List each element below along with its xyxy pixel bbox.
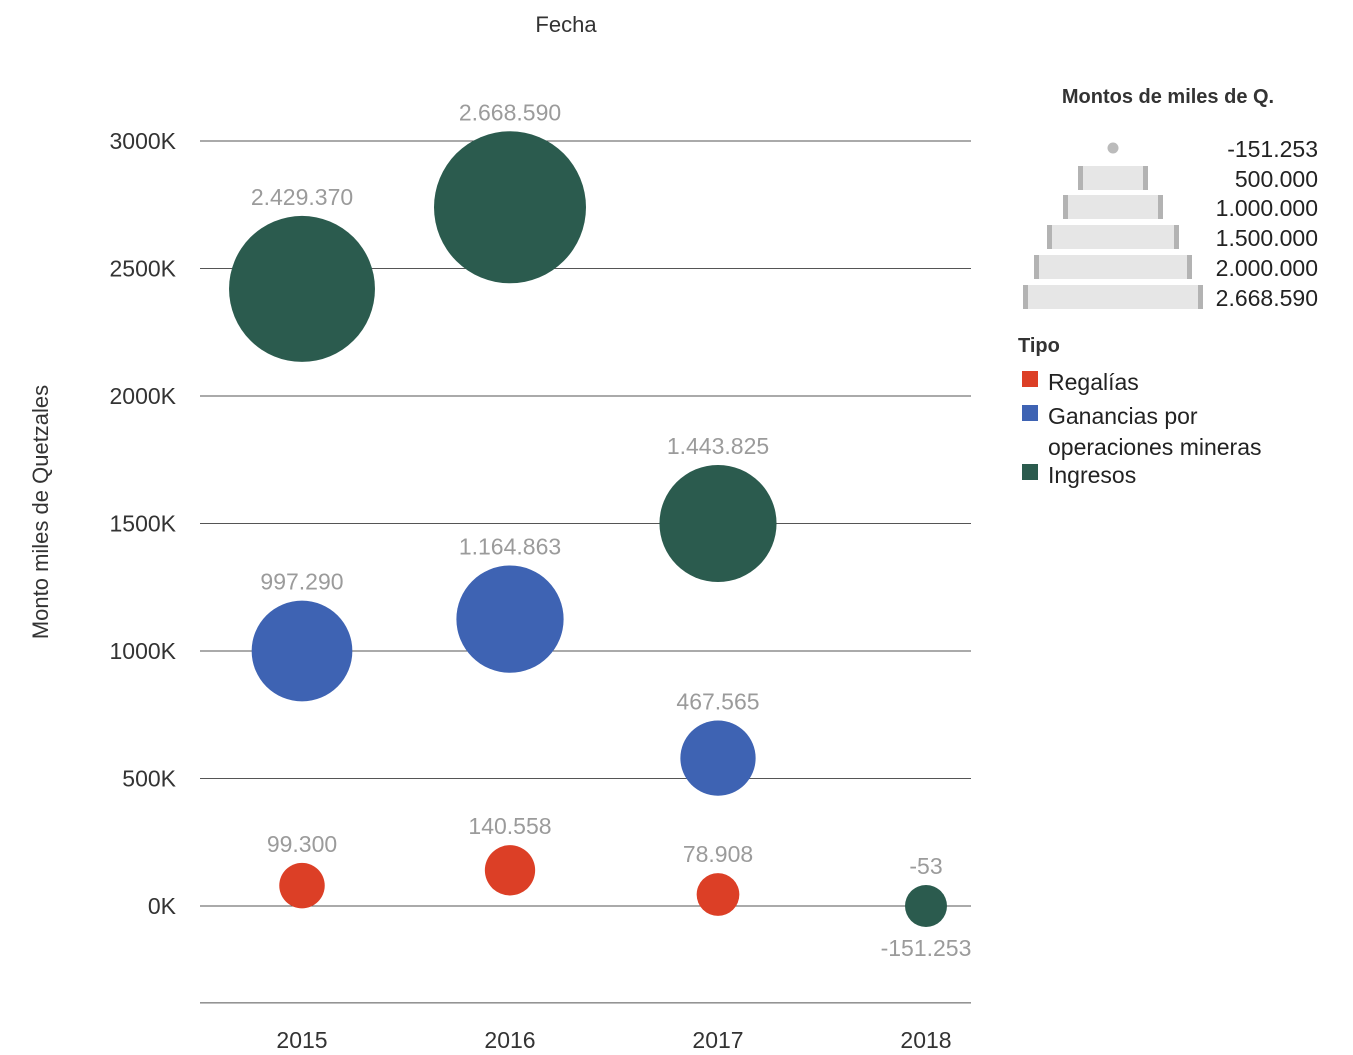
y-axis-label: Monto miles de Quetzales [28, 385, 53, 639]
size-legend-bar-edge-left-5 [1034, 255, 1039, 279]
color-legend: Tipo Regalías Ganancias por operaciones mi… [1018, 335, 1262, 488]
bubble-ingresos-2015[interactable] [229, 215, 375, 362]
y-axis-ticks: 0K 500K 1000K 1500K 2000K 2500K 3000K [109, 128, 176, 919]
bubble-ganancias-por-operaciones-mineras-2016[interactable] [456, 565, 564, 673]
legend-label-regalias: Regalías [1048, 369, 1139, 395]
data-label-ingresos-2015: 2.429.370 [251, 184, 353, 210]
legend-swatch-ganancias-por-operaciones-mineras [1022, 405, 1038, 421]
size-legend-label-5: 2.000.000 [1216, 255, 1318, 281]
chart-title: Fecha [535, 12, 597, 37]
bubble-regalias-2015[interactable] [279, 862, 325, 909]
y-tick-500k: 500K [122, 766, 176, 792]
size-legend-bar-3 [1065, 195, 1161, 219]
data-label-ganancias-por-operaciones-mineras-2015: 997.290 [260, 569, 343, 595]
y-tick-2000k: 2000K [109, 383, 176, 409]
size-legend-label-2: 500.000 [1235, 166, 1318, 192]
data-label-regalias-2015: 99.300 [267, 831, 337, 857]
size-legend-bar-5 [1036, 255, 1190, 279]
size-legend-bar-4 [1049, 225, 1177, 249]
size-legend-bar-edge-right-6 [1198, 285, 1203, 309]
size-legend-bar-edge-left-6 [1023, 285, 1028, 309]
x-axis-ticks: 2015 2016 2017 2018 [276, 1027, 951, 1053]
bubble-ingresos-2017[interactable] [659, 464, 777, 583]
data-label-regalias-2017: 78.908 [683, 841, 753, 867]
bubble-ingresos-2018[interactable] [905, 885, 947, 927]
size-legend-label-3: 1.000.000 [1216, 195, 1318, 221]
legend-label-ganancias-por-operaciones-mineras: Ganancias por operaciones mineras [1048, 403, 1262, 460]
legend-swatch-ingresos [1022, 464, 1038, 480]
size-legend-title: Montos de miles de Q. [1062, 86, 1274, 108]
x-tick-2016: 2016 [484, 1027, 535, 1053]
data-label-below-ingresos-2018: -151.253 [881, 935, 972, 961]
legend-label-ingresos: Ingresos [1048, 462, 1136, 488]
size-legend-bar-edge-left-4 [1047, 225, 1052, 249]
color-legend-title: Tipo [1018, 335, 1060, 357]
size-legend-bar-edge-right-3 [1158, 195, 1163, 219]
bubbles [229, 131, 947, 927]
size-legend-bar-edge-right-5 [1187, 255, 1192, 279]
size-legend-bar-edge-left-3 [1063, 195, 1068, 219]
y-tick-3000k: 3000K [109, 128, 176, 154]
bubble-regalias-2017[interactable] [696, 873, 740, 916]
size-legend-bar-2 [1080, 166, 1146, 190]
bubble-ganancias-por-operaciones-mineras-2015[interactable] [251, 600, 353, 702]
size-legend-bar-edge-left-2 [1078, 166, 1083, 190]
y-tick-1500k: 1500K [109, 511, 176, 537]
size-legend-items: -151.253 500.000 1.000.000 1.500.000 2.000.0… [1023, 136, 1318, 311]
data-label-ganancias-por-operaciones-mineras-2016: 1.164.863 [459, 534, 561, 560]
x-tick-2017: 2017 [692, 1027, 743, 1053]
bubble-ganancias-por-operaciones-mineras-2017[interactable] [680, 720, 756, 796]
size-legend-bar-6 [1025, 285, 1201, 309]
size-legend-marker-1 [1107, 142, 1119, 154]
legend-swatch-regalias [1022, 371, 1038, 387]
size-legend-bar-edge-right-4 [1174, 225, 1179, 249]
size-legend-label-4: 1.500.000 [1216, 225, 1318, 251]
y-tick-2500k: 2500K [109, 256, 176, 282]
y-tick-0k: 0K [148, 893, 177, 919]
data-label-regalias-2016: 140.558 [468, 813, 551, 839]
y-tick-1000k: 1000K [109, 638, 176, 664]
bubble-regalias-2016[interactable] [484, 845, 536, 896]
data-label-ingresos-2018: -53 [909, 853, 942, 879]
size-legend-label-1: -151.253 [1227, 136, 1318, 162]
data-labels: 99.300 140.558 78.908 997.290 1.164.863 467.5… [251, 99, 972, 961]
x-tick-2018: 2018 [900, 1027, 951, 1053]
data-label-ingresos-2017: 1.443.825 [667, 433, 769, 459]
color-legend-items: Regalías Ganancias por operaciones mineras… [1022, 369, 1262, 488]
size-legend: Montos de miles de Q. -151.253 500.000 1.0… [1023, 86, 1318, 311]
data-label-ingresos-2016: 2.668.590 [459, 99, 561, 125]
size-legend-bar-edge-right-2 [1143, 166, 1148, 190]
size-legend-label-6: 2.668.590 [1216, 285, 1318, 311]
data-label-ganancias-por-operaciones-mineras-2017: 467.565 [676, 688, 759, 714]
bubble-ingresos-2016[interactable] [434, 131, 586, 284]
x-tick-2015: 2015 [276, 1027, 327, 1053]
